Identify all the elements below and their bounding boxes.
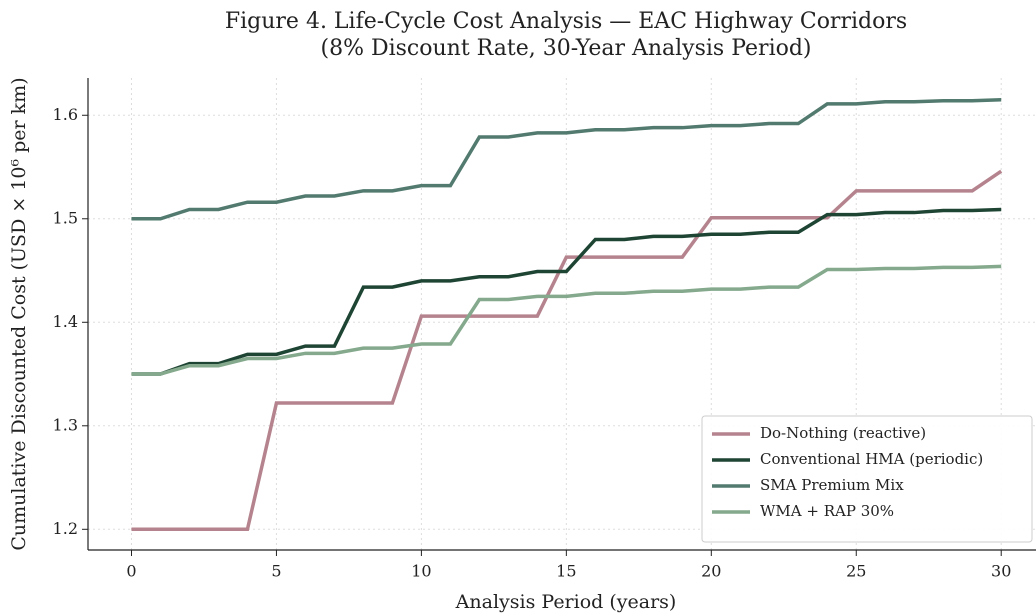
y-tick-label: 1.2 xyxy=(53,519,78,538)
x-tick-label: 10 xyxy=(411,562,431,581)
chart-title: Figure 4. Life-Cycle Cost Analysis — EAC… xyxy=(225,9,907,34)
x-tick-label: 30 xyxy=(991,562,1011,581)
x-tick-label: 25 xyxy=(846,562,866,581)
x-tick-label: 15 xyxy=(556,562,576,581)
chart-subtitle: (8% Discount Rate, 30-Year Analysis Peri… xyxy=(320,36,811,61)
y-tick-label: 1.4 xyxy=(53,312,78,331)
series-line xyxy=(131,264,1002,376)
y-tick-label: 1.6 xyxy=(53,105,78,124)
legend-label: WMA + RAP 30% xyxy=(760,502,894,520)
x-axis-label: Analysis Period (years) xyxy=(455,591,677,613)
series-line xyxy=(131,169,1003,532)
y-tick-label: 1.5 xyxy=(53,208,78,227)
legend-label: Conventional HMA (periodic) xyxy=(760,450,983,468)
legend-label: Do-Nothing (reactive) xyxy=(760,424,926,442)
y-tick-label: 1.3 xyxy=(53,415,78,434)
y-axis-label: Cumulative Discounted Cost (USD × 10⁶ pe… xyxy=(8,77,30,550)
series-line xyxy=(131,207,1002,376)
legend-label: SMA Premium Mix xyxy=(760,476,904,494)
x-tick-label: 20 xyxy=(701,562,721,581)
x-tick-label: 0 xyxy=(126,562,136,581)
legend-box xyxy=(701,415,1033,543)
series-line xyxy=(131,97,1002,221)
x-tick-label: 5 xyxy=(271,562,281,581)
